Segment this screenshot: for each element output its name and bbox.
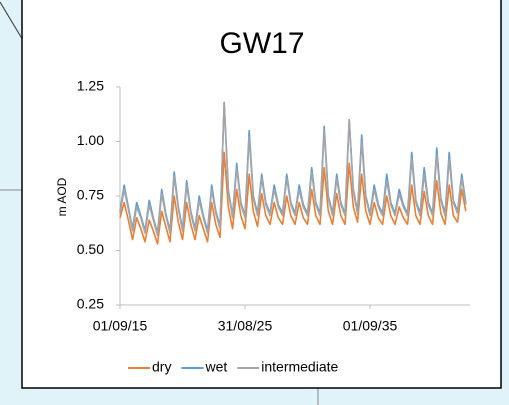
chart-title: GW17 [219,27,304,60]
series-line [119,151,467,245]
series-line [119,101,467,237]
y-tick-label: 1.25 [77,78,104,94]
y-tick-label: 1.00 [77,132,104,148]
x-tick-label: 01/09/15 [93,318,148,334]
x-tick-label: 01/09/35 [343,318,398,334]
legend-label: dry [152,359,171,375]
y-tick-label: 0.50 [77,241,104,257]
y-tick-label: 0.75 [77,187,104,203]
legend-label: intermediate [261,359,338,375]
legend-label: wet [204,359,227,375]
y-axis-label: m AOD [55,177,69,216]
background-line [0,1,25,43]
x-tick-label: 31/08/25 [218,318,273,334]
y-tick-label: 0.25 [77,296,104,312]
